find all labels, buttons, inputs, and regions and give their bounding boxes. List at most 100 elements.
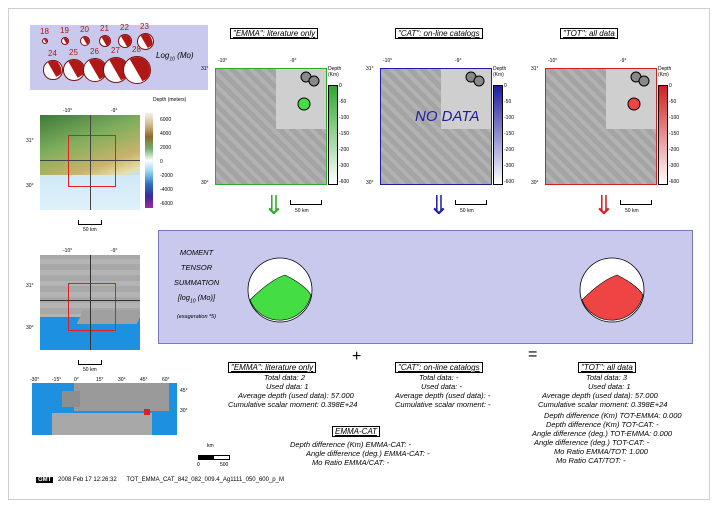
footer-timestamp: 2008 Feb 17 12:26:32 — [58, 477, 117, 483]
magnitude-symbol-19 — [60, 36, 70, 46]
panel-depth-tick: -600 — [669, 179, 680, 185]
magnitude-symbol-24 — [43, 60, 63, 80]
topo-colorbar — [145, 113, 153, 208]
magnitude-label-22: 22 — [120, 22, 129, 32]
magnitude-symbol-20 — [79, 35, 91, 47]
topo-scale-label: 50 km — [83, 227, 97, 233]
panel-title: "EMMA": literature only — [230, 28, 319, 39]
panel-lon-right: -9° — [455, 58, 462, 64]
world-lon-tick: 30° — [118, 377, 126, 383]
panel-depth-tick: -50 — [504, 99, 512, 105]
panel-depth-tick: -50 — [669, 99, 677, 105]
panel-depth-title: Depth (Km) — [328, 66, 342, 78]
stats-tot-moment: Cumulative scalar moment: 0.398E+24 — [538, 400, 668, 409]
emma-cat-depth: Depth difference (Km) EMMA-CAT: - — [290, 440, 411, 449]
gray-lon-right: -9° — [111, 248, 118, 254]
panel-depth-tick: -200 — [339, 147, 350, 153]
footer: GMT 2008 Feb 17 12:26:32 TOT_EMMA_CAT_84… — [36, 477, 284, 483]
panel-title: "CAT": on-line catalogs — [395, 28, 483, 39]
summation-exag: (exageration *5) — [176, 313, 217, 320]
topo-study-area — [68, 135, 116, 187]
topo-tick: -4000 — [160, 187, 173, 193]
panel-depth-bar — [658, 85, 668, 185]
emma-cat-title: EMMA-CAT — [332, 426, 381, 437]
panel-depth-tick: -200 — [669, 147, 680, 153]
panel-depth-tick: -600 — [339, 179, 350, 185]
topo-map — [40, 115, 140, 210]
magnitude-symbol-28 — [123, 56, 151, 84]
topo-tick: 0 — [160, 159, 163, 165]
stats-emma-moment: Cumulative scalar moment: 0.398E+24 — [228, 400, 358, 409]
world-scale-500: 500 — [220, 462, 229, 468]
magnitude-label-23: 23 — [140, 21, 149, 31]
event-beachball — [308, 75, 320, 87]
summation-line4: [log10 (Mo)] — [159, 290, 234, 310]
magnitude-label-27: 27 — [111, 46, 120, 56]
panel-lon-left: -10° — [383, 58, 393, 64]
magnitude-label-28: 28 — [132, 45, 141, 54]
stats-tot: "TOT": all data Total data: 3 Used data:… — [532, 362, 682, 465]
stats-emma: "EMMA": literature only Total data: 2 Us… — [228, 362, 357, 409]
stats-tot-depth: Average depth (used data): 57.000 — [542, 391, 658, 400]
legend-scale-label: Log10 (Mo) — [156, 51, 194, 63]
emma-cat-ratio: Mo Ratio EMMA/CAT: - — [312, 458, 390, 467]
panel-depth-tick: -200 — [504, 147, 515, 153]
magnitude-symbol-18 — [42, 38, 48, 44]
stats-emma-title: "EMMA": literature only — [228, 362, 317, 373]
magnitude-label-21: 21 — [100, 23, 109, 33]
panel-depth-bar — [493, 85, 503, 185]
world-lat-30: 30° — [180, 408, 188, 414]
gmt-logo: GMT — [36, 477, 54, 483]
topo-tick: 4000 — [160, 131, 172, 137]
panel-lon-left: -10° — [218, 58, 228, 64]
magnitude-label-19: 19 — [60, 25, 69, 35]
down-arrow: ⇓ — [593, 190, 615, 220]
panel-map — [215, 68, 327, 185]
down-arrow: ⇓ — [428, 190, 450, 220]
panel-depth-tick: -150 — [504, 131, 515, 137]
panel-scale-bar — [620, 200, 652, 205]
emma-cat-stats: EMMA-CAT Depth difference (Km) EMMA-CAT:… — [290, 426, 430, 467]
tot-beachball — [579, 257, 645, 323]
stats-tot-d4: Angle difference (deg.) TOT-CAT: - — [534, 438, 650, 447]
summation-mo: (Mo)] — [195, 293, 216, 302]
world-lat-45: 45° — [180, 388, 188, 394]
world-map — [32, 383, 177, 435]
panel-scale-label: 50 km — [625, 208, 639, 214]
panel-lon-left: -10° — [548, 58, 558, 64]
stats-cat-total: Total data: - — [419, 373, 459, 382]
gray-scale-bar — [78, 360, 102, 365]
world-lon-tick: 0° — [74, 377, 79, 383]
no-data-label: NO DATA — [415, 108, 480, 125]
summation-log-sub: 10 — [189, 298, 196, 305]
panel-scale-bar — [455, 200, 487, 205]
stats-emma-total: Total data: 2 — [264, 373, 306, 382]
panel-depth-tick: -100 — [669, 115, 680, 121]
legend-log-sub: 10 — [169, 56, 175, 63]
panel-lon-right: -9° — [290, 58, 297, 64]
magnitude-legend: Log10 (Mo) 18 19 20 21 22 23 24 25 26 27 28 — [30, 21, 208, 90]
world-lon-tick: -30° — [30, 377, 40, 383]
panel-scale-label: 50 km — [460, 208, 474, 214]
topo-lat-bottom: 30° — [26, 183, 34, 189]
panel-lat-bottom: 30° — [201, 180, 209, 186]
magnitude-label-18: 18 — [40, 27, 49, 36]
panel-depth-tick: -50 — [339, 99, 347, 105]
event-beachball — [627, 97, 641, 111]
stats-tot-d2: Depth difference (Km) TOT-CAT: - — [546, 420, 659, 429]
topo-tick: -6000 — [160, 201, 173, 207]
magnitude-symbol-21 — [98, 34, 112, 48]
panel-depth-tick: 0 — [669, 83, 672, 89]
summation-log: [log — [177, 293, 190, 302]
panel-depth-tick: -300 — [504, 163, 515, 169]
stats-cat-moment: Cumulative scalar moment: - — [395, 400, 491, 409]
world-lon-tick: 15° — [96, 377, 104, 383]
world-scale-unit: km — [207, 443, 214, 449]
panel-depth-tick: -300 — [669, 163, 680, 169]
stats-emma-depth: Average depth (used data): 57.000 — [238, 391, 354, 400]
world-scale-bar — [198, 455, 230, 460]
summation-label: MOMENT TENSOR SUMMATION [log10 (Mo)] (ex… — [159, 245, 234, 325]
magnitude-label-24: 24 — [48, 49, 57, 59]
panel-depth-tick: -100 — [339, 115, 350, 121]
stats-tot-total: Total data: 3 — [586, 373, 628, 382]
